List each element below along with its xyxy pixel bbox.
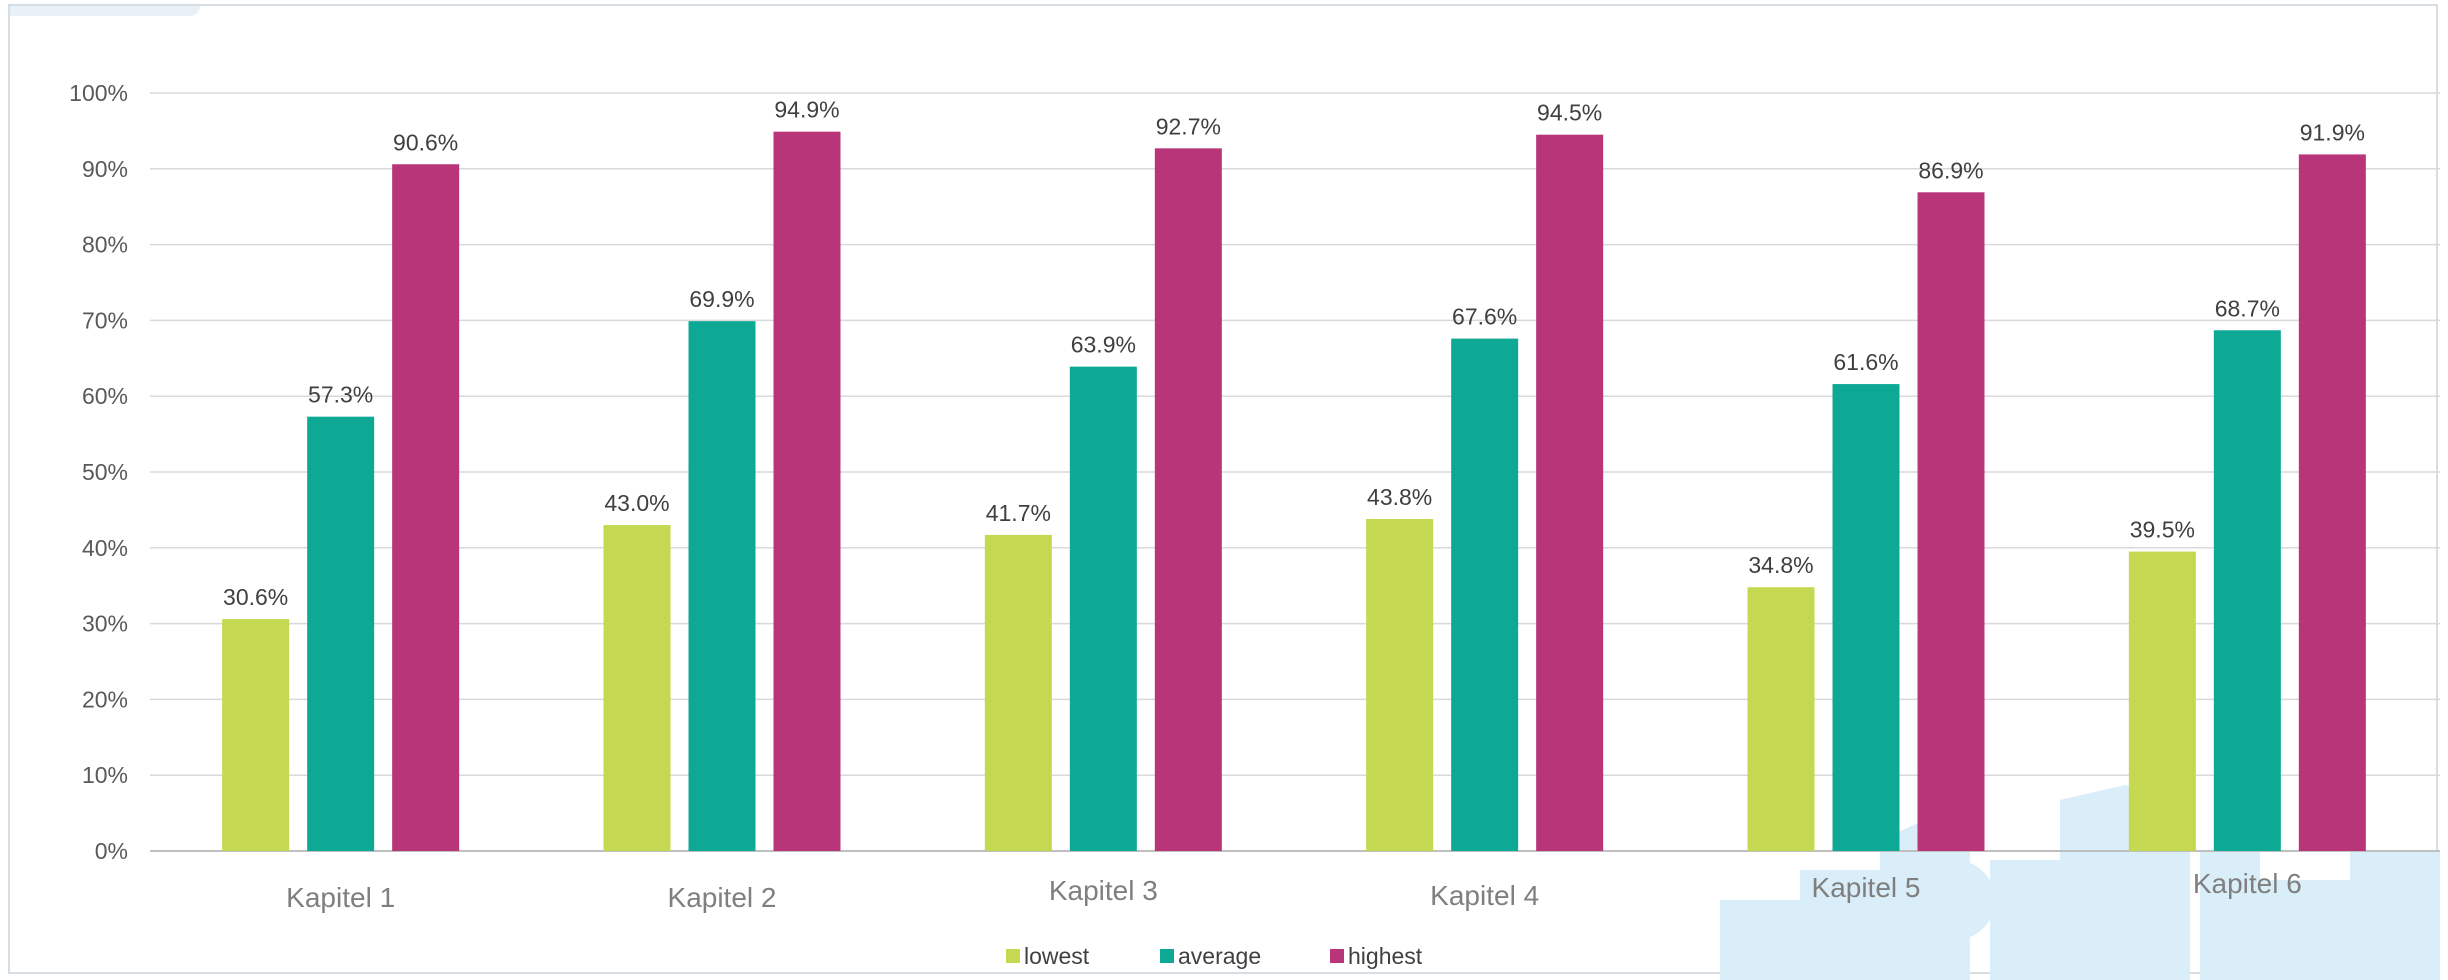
data-label: 91.9% bbox=[2300, 119, 2365, 145]
bar-lowest-5 bbox=[1747, 587, 1815, 851]
y-tick-label: 0% bbox=[95, 838, 128, 864]
legend-swatch-average bbox=[1160, 949, 1174, 963]
y-tick-label: 10% bbox=[82, 762, 128, 788]
bar-average-2 bbox=[688, 321, 756, 852]
category-label: Kapitel 6 bbox=[2193, 868, 2302, 899]
data-label: 69.9% bbox=[689, 286, 754, 312]
bar-average-5 bbox=[1832, 384, 1900, 851]
legend: lowest average highest bbox=[1006, 943, 1423, 969]
skyline-block bbox=[2350, 850, 2440, 980]
data-label: 94.9% bbox=[774, 97, 839, 123]
legend-swatch-lowest bbox=[1006, 949, 1020, 963]
legend-label-lowest: lowest bbox=[1024, 943, 1090, 969]
y-tick-label: 50% bbox=[82, 459, 128, 485]
data-label: 94.5% bbox=[1537, 100, 1602, 126]
bar-highest-4 bbox=[1536, 134, 1604, 851]
legend-label-highest: highest bbox=[1348, 943, 1423, 969]
data-label: 39.5% bbox=[2130, 517, 2195, 543]
skyline-block bbox=[1990, 860, 2060, 980]
bar-lowest-3 bbox=[984, 534, 1052, 851]
data-label: 61.6% bbox=[1833, 349, 1898, 375]
data-label: 43.8% bbox=[1367, 484, 1432, 510]
category-label: Kapitel 4 bbox=[1430, 880, 1539, 911]
legend-label-average: average bbox=[1178, 943, 1261, 969]
bar-lowest-4 bbox=[1366, 518, 1434, 851]
bar-highest-6 bbox=[2298, 154, 2366, 851]
data-label: 57.3% bbox=[308, 382, 373, 408]
legend-swatch-highest bbox=[1330, 949, 1344, 963]
skyline-block bbox=[2260, 880, 2350, 980]
data-label: 41.7% bbox=[986, 500, 1051, 526]
city-skyline-icon bbox=[1720, 785, 2440, 980]
bar-highest-1 bbox=[392, 164, 460, 851]
bar-average-3 bbox=[1069, 366, 1137, 851]
bar-average-6 bbox=[2213, 330, 2281, 851]
category-label: Kapitel 3 bbox=[1049, 875, 1158, 906]
bar-lowest-1 bbox=[222, 619, 290, 851]
y-tick-label: 60% bbox=[82, 383, 128, 409]
skyline-tree bbox=[2200, 850, 2260, 910]
data-label: 92.7% bbox=[1156, 113, 1221, 139]
y-tick-label: 70% bbox=[82, 307, 128, 333]
y-tick-label: 90% bbox=[82, 156, 128, 182]
x-axis: Kapitel 1 Kapitel 2 Kapitel 3 Kapitel 4 Kapi… bbox=[286, 868, 2302, 913]
y-tick-label: 80% bbox=[82, 232, 128, 258]
skyline-block bbox=[1800, 870, 1880, 980]
category-label: Kapitel 1 bbox=[286, 882, 395, 913]
data-label: 86.9% bbox=[1918, 157, 1983, 183]
bar-lowest-2 bbox=[603, 525, 671, 851]
data-label: 30.6% bbox=[223, 584, 288, 610]
data-label: 34.8% bbox=[1748, 552, 1813, 578]
y-axis: 0% 10% 20% 30% 40% 50% 60% 70% 80% 90% 100% bbox=[69, 80, 128, 864]
y-tick-label: 20% bbox=[82, 686, 128, 712]
gridlines bbox=[150, 92, 2440, 852]
data-label: 68.7% bbox=[2215, 295, 2280, 321]
bar-highest-2 bbox=[773, 131, 841, 851]
data-label: 63.9% bbox=[1071, 332, 1136, 358]
bar-highest-5 bbox=[1917, 192, 1985, 852]
y-tick-label: 100% bbox=[69, 80, 128, 106]
data-label: 90.6% bbox=[393, 129, 458, 155]
corner-tab bbox=[10, 6, 200, 16]
skyline-tree bbox=[1915, 860, 1995, 940]
bar-average-4 bbox=[1451, 338, 1519, 851]
data-label: 43.0% bbox=[604, 490, 669, 516]
data-label: 67.6% bbox=[1452, 304, 1517, 330]
category-label: Kapitel 5 bbox=[1812, 872, 1921, 903]
bar-highest-3 bbox=[1154, 148, 1222, 852]
category-label: Kapitel 2 bbox=[668, 882, 777, 913]
bar-average-1 bbox=[307, 416, 375, 851]
y-tick-label: 30% bbox=[82, 611, 128, 637]
y-tick-label: 40% bbox=[82, 535, 128, 561]
bar-lowest-6 bbox=[2128, 551, 2196, 851]
bars: 30.6% 57.3% 90.6% 43.0% 69.9% 94.9% 41.7% 63.9%… bbox=[222, 97, 2366, 852]
